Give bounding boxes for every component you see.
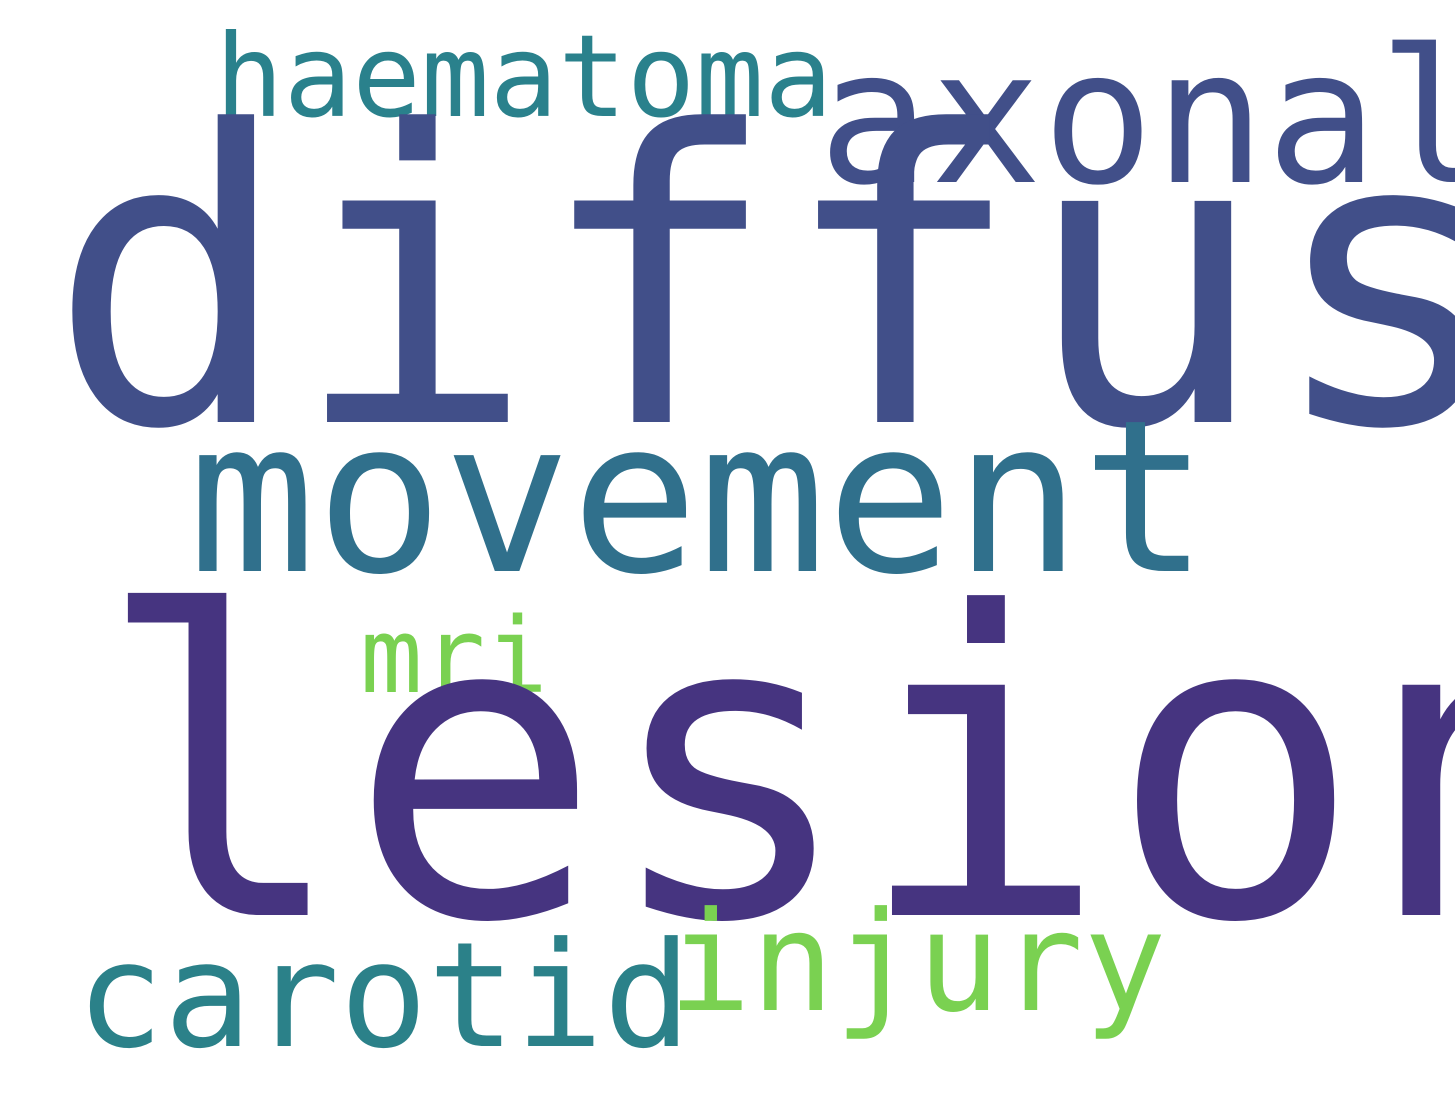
word-diffuse: diffuse [48,46,1455,518]
word-axonal: axonal [818,9,1455,226]
word-lesion: lesion [95,525,1455,1015]
word-mri: mri [360,595,548,717]
word-injury: injury [668,882,1167,1043]
word-movement: movement [188,374,1210,621]
word-haematoma: haematoma [215,10,833,143]
word-carotid: carotid [76,911,692,1081]
